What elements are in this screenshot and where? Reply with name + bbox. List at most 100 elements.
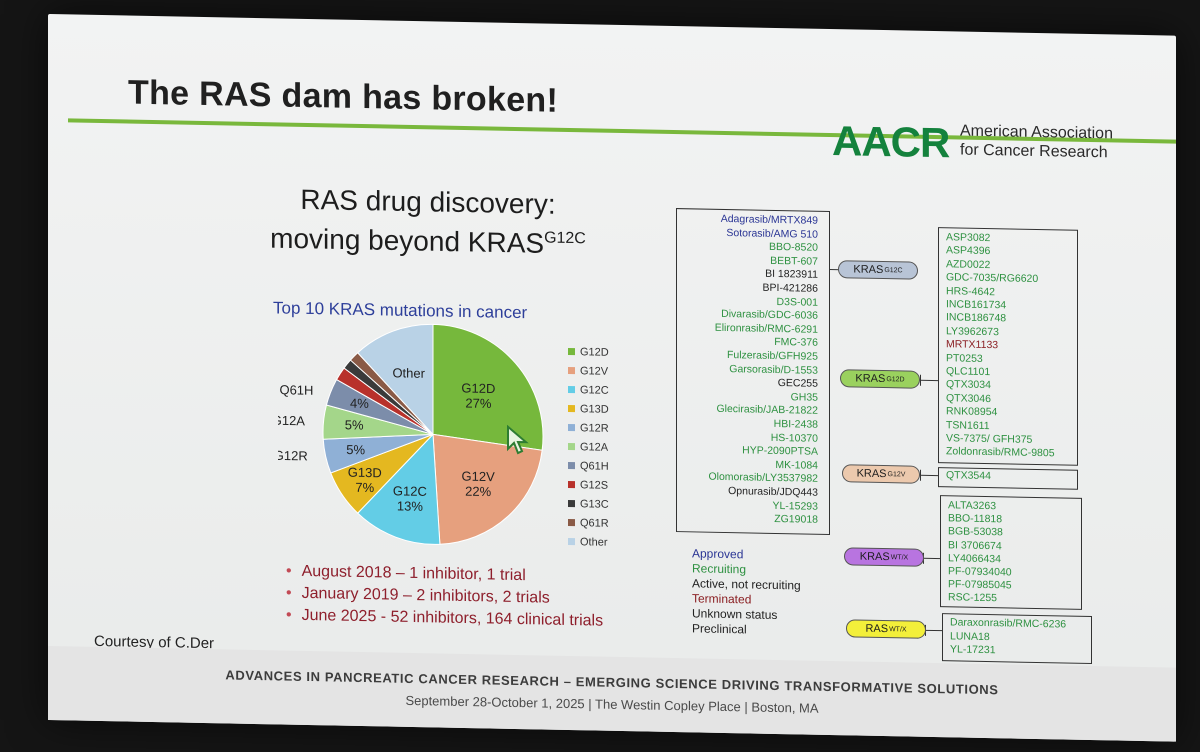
target-sup: G12C xyxy=(884,266,903,274)
pie-label-pct: 27% xyxy=(465,396,491,412)
mouse-pointer-icon xyxy=(507,424,529,455)
legend-swatch xyxy=(568,480,575,489)
status-legend: Approved Recruiting Active, not recruiting… xyxy=(692,546,801,638)
pie-slice-g12d xyxy=(432,323,544,451)
legend-label: Other xyxy=(580,535,608,549)
g12c-drug-list: Adagrasib/MRTX849 Sotorasib/AMG 510 BBO-85… xyxy=(48,14,1176,526)
legend-label: G13D xyxy=(580,402,609,416)
target-kras-wtx: KRAS WT/X xyxy=(844,547,924,567)
legend-item: G12D xyxy=(568,342,609,362)
drug-item: Zoldonrasib/RMC-9805 xyxy=(946,445,1055,460)
heading-line2-text: moving beyond KRAS xyxy=(270,222,545,259)
drug-item: BGB-53038 xyxy=(948,525,1003,539)
target-label: KRAS xyxy=(855,372,886,386)
drug-item: MRTX1133 xyxy=(946,338,999,352)
legend-swatch xyxy=(568,423,575,432)
pie-label-name: G12A xyxy=(278,413,305,429)
target-label: KRAS xyxy=(859,550,890,564)
pie-label-name: Q61H xyxy=(279,382,313,398)
target-label: RAS xyxy=(865,622,889,636)
drug-item: INCB186748 xyxy=(946,311,1007,325)
drug-item: LY4066434 xyxy=(948,552,1001,566)
legend-item: Q61H xyxy=(568,456,609,476)
drug-item: PT0253 xyxy=(946,351,983,365)
target-ras-wtx: RAS WT/X xyxy=(846,619,926,639)
pie-label-name: Other xyxy=(392,365,425,381)
g12v-drug-list: QTX3544 xyxy=(48,14,1176,482)
drug-item: BBO-11818 xyxy=(948,512,1003,526)
aacr-logo-text-line2: for Cancer Research xyxy=(960,141,1108,162)
section-heading: RAS drug discovery: moving beyond KRASG1… xyxy=(248,182,608,262)
ras-drug-list: Daraxonrasib/RMC-6236 LUNA18 YL-17231 xyxy=(48,14,1176,656)
target-sup: G12D xyxy=(886,375,905,383)
legend-label: G12S xyxy=(580,478,609,492)
target-kras-g12d: KRAS G12D xyxy=(840,369,920,389)
target-label: KRAS xyxy=(856,467,887,481)
pie-label-pct: 13% xyxy=(397,498,423,514)
drug-item: AZD0022 xyxy=(946,258,991,271)
legend-item: G12R xyxy=(568,418,609,438)
pie-label-name: G12V xyxy=(462,469,496,485)
drug-item: QLC1101 xyxy=(946,365,991,379)
drug-item: RNK08954 xyxy=(946,405,998,419)
drug-item: YL-17231 xyxy=(950,643,996,657)
presentation-slide: The RAS dam has broken! AACR American As… xyxy=(48,14,1176,742)
legend-label: G13C xyxy=(580,497,609,511)
drug-item: BI 3706674 xyxy=(948,538,1002,552)
connector-g12d xyxy=(920,379,938,382)
pie-label-pct: 5% xyxy=(345,417,364,432)
legend-label: Q61H xyxy=(580,459,609,473)
drug-item: PF-07934040 xyxy=(948,565,1012,579)
pie-label-name: G13D xyxy=(348,465,382,481)
aacr-logo: AACR American Association for Cancer Res… xyxy=(832,111,1172,188)
target-kras-g12v: KRAS G12V xyxy=(842,464,920,484)
legend-swatch xyxy=(568,537,575,546)
legend-item: G12S xyxy=(568,475,609,495)
target-sup: WT/X xyxy=(889,625,907,633)
heading-superscript: G12C xyxy=(544,229,586,248)
slide-title: The RAS dam has broken! xyxy=(128,73,559,120)
pie-label-pct: 7% xyxy=(355,480,374,495)
drug-item: LUNA18 xyxy=(950,629,990,643)
legend-item: G12A xyxy=(568,437,609,457)
bullet-item: June 2025 - 52 inhibitors, 164 clinical … xyxy=(286,605,604,633)
drug-item: QTX3544 xyxy=(946,469,991,483)
drug-item: QTX3034 xyxy=(946,378,991,392)
legend-swatch xyxy=(568,385,575,394)
legend-item: Q61R xyxy=(568,513,609,533)
legend-item: Other xyxy=(568,532,609,552)
status-legend-item: Preclinical xyxy=(692,621,747,637)
legend-swatch xyxy=(568,499,575,508)
drug-item: ASP3082 xyxy=(946,231,991,245)
pie-slice-other xyxy=(356,323,434,436)
connector-ras xyxy=(925,629,943,632)
legend-label: G12R xyxy=(580,421,609,435)
connector-wtx xyxy=(923,557,941,560)
legend-swatch xyxy=(568,347,575,356)
legend-item: G12V xyxy=(568,361,609,381)
target-label: KRAS xyxy=(853,263,884,277)
aacr-logo-text: American Association for Cancer Research xyxy=(960,122,1113,163)
drug-item: VS-7375/ GFH375 xyxy=(946,432,1033,446)
drug-item: LY3962673 xyxy=(946,325,999,339)
pie-slice-g12v xyxy=(432,433,543,545)
legend-item: G12C xyxy=(568,380,609,400)
legend-swatch xyxy=(568,442,575,451)
wtx-drug-list: ALTA3263 BBO-11818 BGB-53038 BI 3706674 LY40… xyxy=(48,14,1176,604)
legend-swatch xyxy=(568,404,575,413)
drug-item: HRS-4642 xyxy=(946,284,996,298)
pie-label-pct: 4% xyxy=(350,396,369,411)
legend-item: G13C xyxy=(568,494,609,514)
target-sup: G12V xyxy=(887,470,906,478)
legend-item: G13D xyxy=(568,399,609,419)
g12d-drug-list: ASP3082 ASP4396 AZD0022 GDC-7035/RG6620 HRS-… xyxy=(48,14,1176,459)
heading-line2: moving beyond KRASG12C xyxy=(248,216,608,262)
connector-g12v xyxy=(920,474,938,477)
legend-swatch xyxy=(568,461,575,470)
pie-label-pct: 22% xyxy=(465,484,491,500)
pie-label-name: G12C xyxy=(393,483,427,499)
drug-item: Daraxonrasib/RMC-6236 xyxy=(950,616,1067,631)
pie-label-pct: 5% xyxy=(346,442,365,457)
target-kras-g12c: KRAS G12C xyxy=(838,260,918,280)
